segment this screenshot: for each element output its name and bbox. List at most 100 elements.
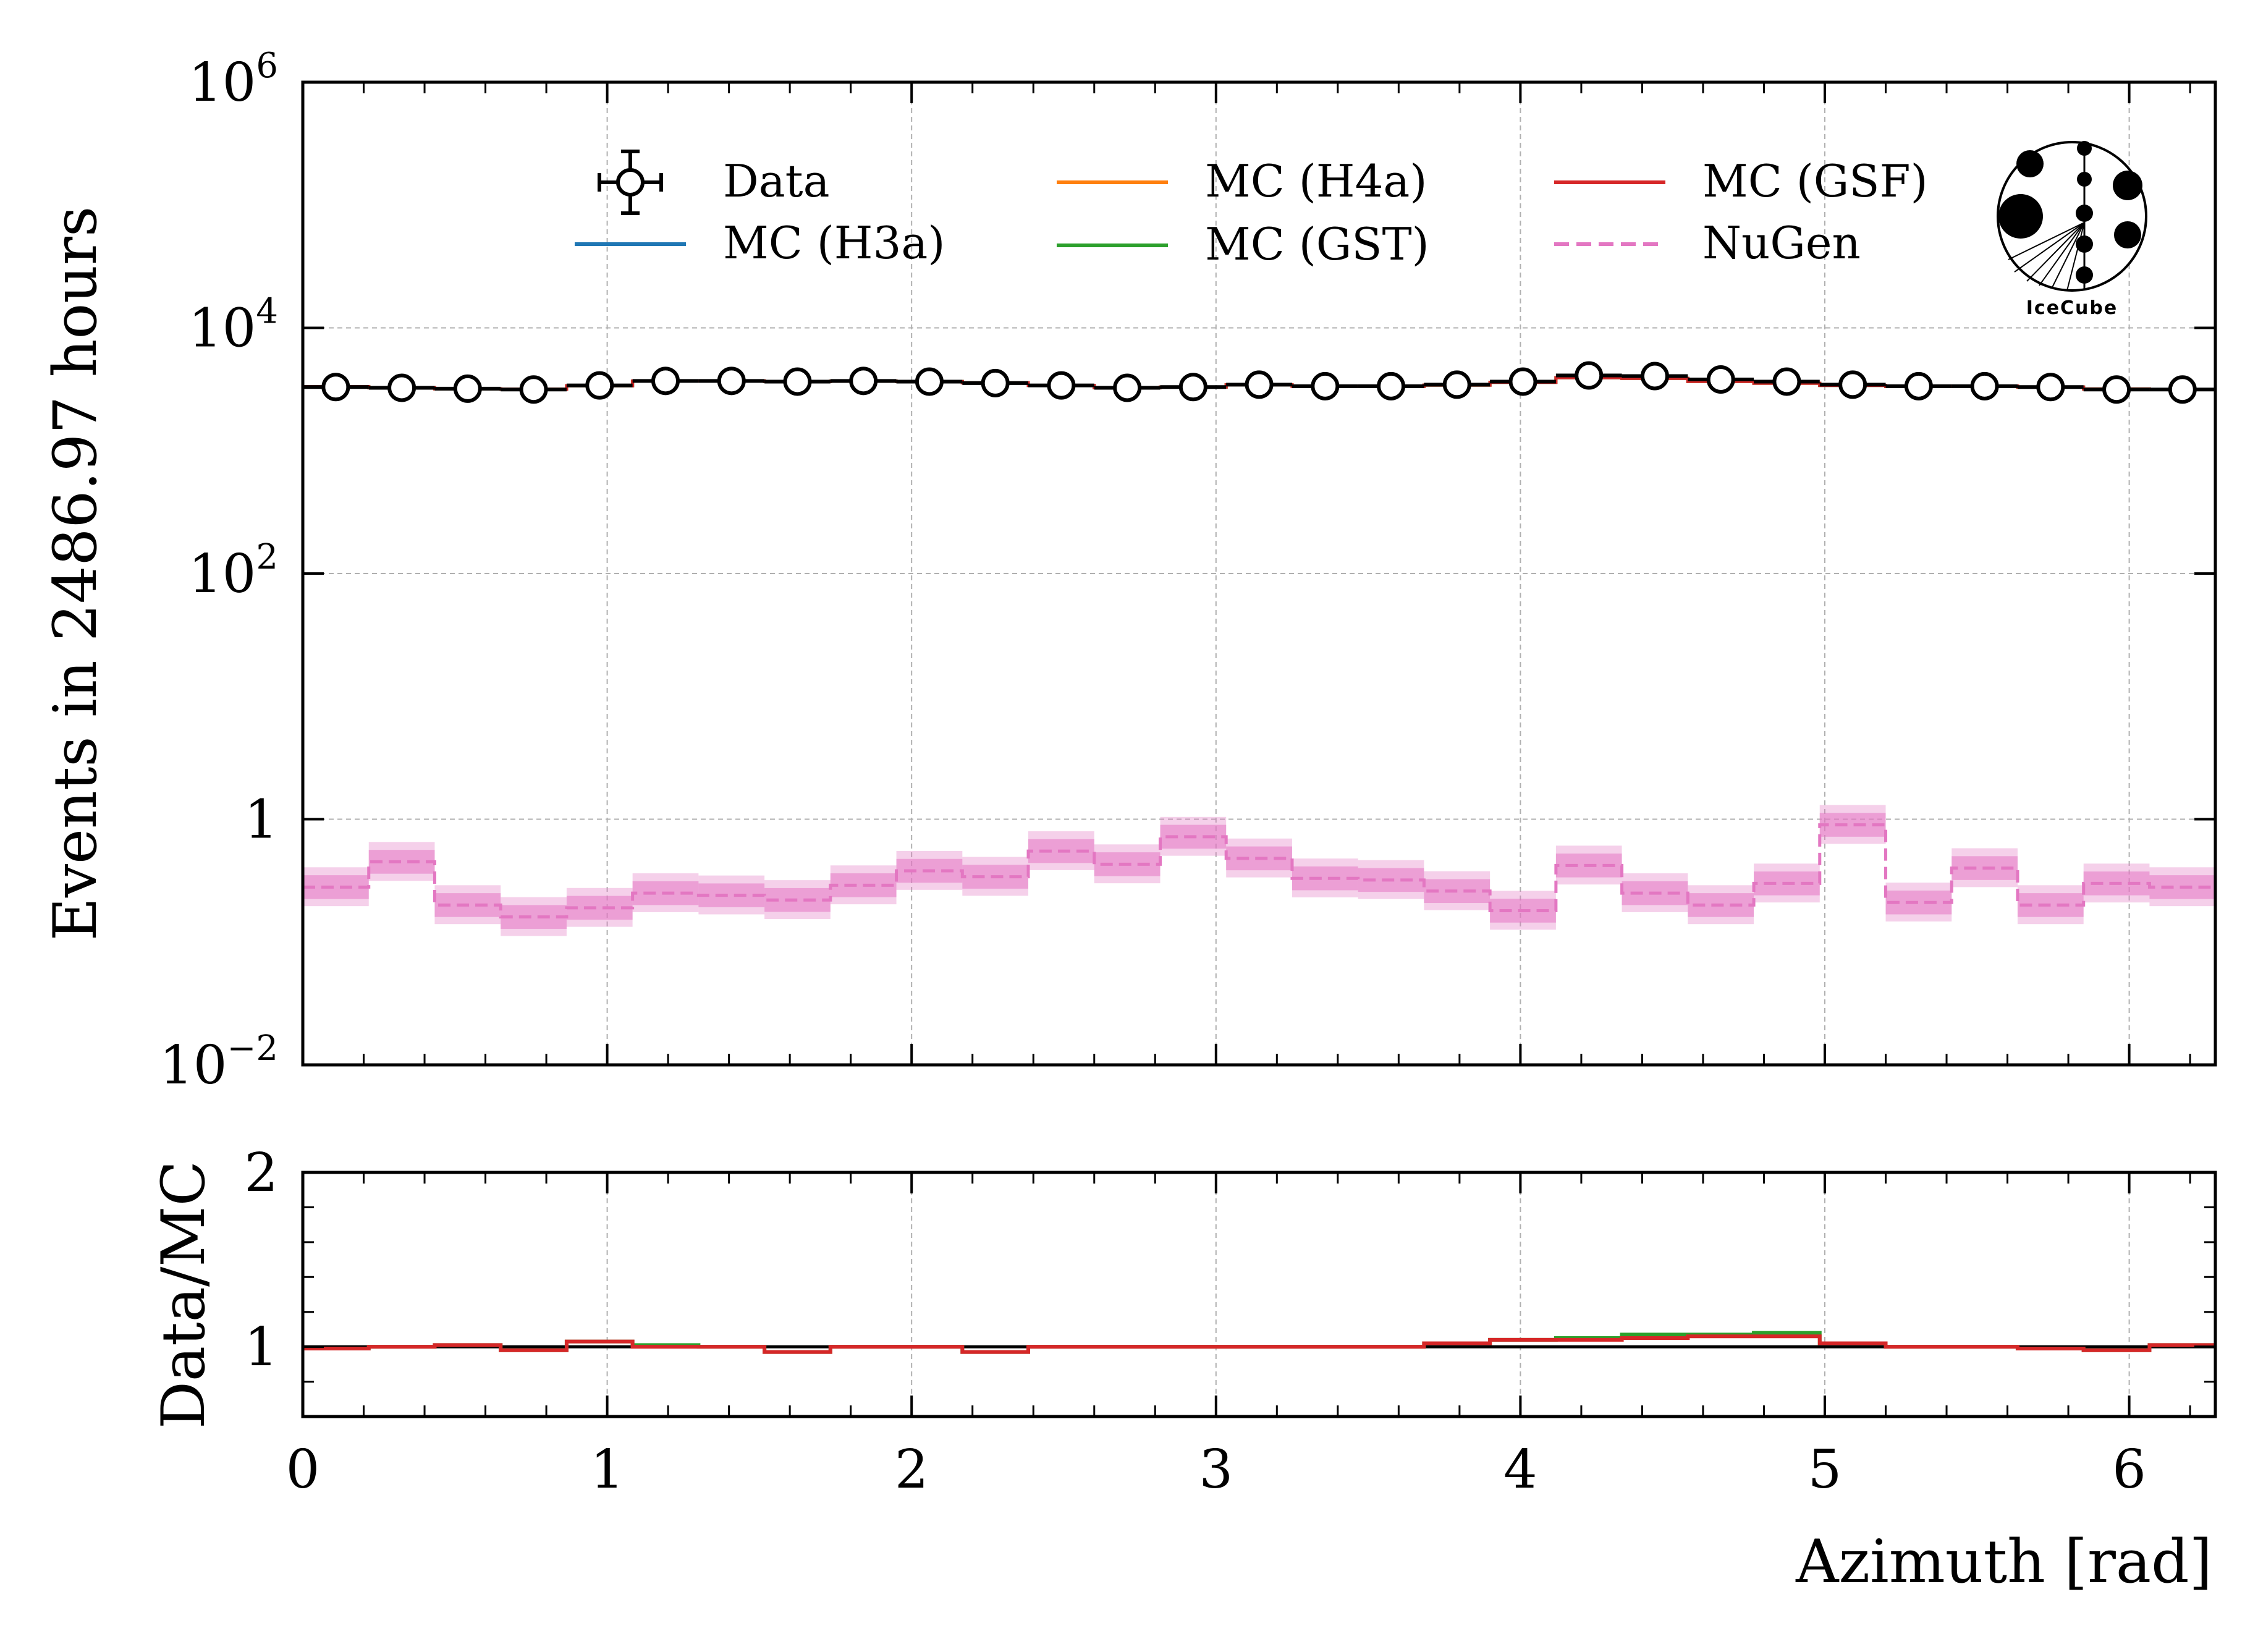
data-point — [1754, 367, 1820, 396]
data-point — [1358, 371, 1424, 400]
ratio-grid — [606, 1172, 2130, 1417]
main-ticks: 10−2 1 102 104 106 — [159, 46, 2215, 1096]
data-point — [1490, 367, 1556, 396]
data-point — [1424, 370, 1491, 399]
main-y-tick-label: 104 — [188, 292, 278, 360]
data-point — [1226, 370, 1292, 399]
main-frame — [301, 80, 2217, 1067]
data-point-marker — [1442, 370, 1471, 399]
data-point-marker — [585, 371, 614, 400]
data-point — [1292, 371, 1358, 400]
x-axis-label: Azimuth [rad] — [1795, 1527, 2212, 1596]
x-tick-label: 2 — [895, 1439, 929, 1501]
data-point-marker — [1311, 371, 1340, 400]
legend-label-nugen: NuGen — [1702, 217, 1861, 269]
data-point — [1160, 373, 1227, 402]
data-point-marker — [1706, 365, 1735, 394]
ratio-series-gsf — [303, 1334, 2216, 1354]
data-point-marker — [1113, 373, 1142, 402]
data-point — [2017, 373, 2084, 402]
legend-label-gsf: MC (GSF) — [1702, 155, 1928, 207]
data-point — [764, 367, 831, 396]
x-tick-label: 5 — [1808, 1439, 1842, 1501]
data-point — [1885, 371, 1952, 400]
data-point — [1555, 361, 1622, 390]
data-point — [2083, 375, 2150, 404]
data-point — [1951, 371, 2018, 400]
legend-entry-gsf: MC (GSF) — [1554, 155, 1928, 207]
data-point-marker — [1245, 370, 1274, 399]
data-point-marker — [1377, 371, 1406, 400]
data-point — [1622, 362, 1688, 391]
data-point-marker — [2168, 375, 2197, 404]
data-point-marker — [1508, 367, 1537, 396]
main-y-axis-label: Events in 2486.97 hours — [41, 206, 110, 941]
ratio-frame — [301, 1171, 2217, 1418]
legend-entry-gst: MC (GST) — [1057, 218, 1429, 270]
ratio-y-axis-label: Data/MC — [149, 1161, 218, 1429]
ratio-y-tick-label: 1 — [244, 1316, 278, 1378]
main-y-tick-label: 10−2 — [159, 1028, 278, 1096]
data-point — [698, 366, 765, 396]
data-point — [434, 374, 501, 403]
data-point-marker — [2102, 375, 2131, 404]
data-point-marker — [453, 374, 482, 403]
main-grid — [303, 82, 2215, 1065]
data-point-marker — [1772, 367, 1801, 396]
ratio-panel: 120 1 2 3 4 5 6 — [244, 1142, 2217, 1501]
data-point — [303, 373, 369, 402]
data-point-marker — [1640, 362, 1669, 391]
main-y-tick-label: 106 — [188, 46, 278, 114]
data-point-marker — [321, 373, 350, 402]
data-point-marker — [1178, 373, 1207, 402]
legend: Data MC (H3a) MC (H4a) MC (GST) MC (GSF)… — [575, 150, 1928, 270]
data-point — [632, 366, 699, 396]
data-point-marker — [849, 366, 878, 396]
ratio-y-tick-label: 2 — [244, 1142, 278, 1204]
data-point-marker — [1970, 371, 1999, 400]
data-point-marker — [1904, 371, 1933, 400]
main-y-tick-label: 102 — [188, 537, 278, 605]
x-tick-label: 1 — [590, 1439, 624, 1501]
data-point — [1094, 373, 1161, 402]
data-points — [303, 361, 2216, 404]
series-nugen — [303, 823, 2216, 919]
data-point-marker — [1047, 371, 1076, 400]
legend-data-marker — [616, 168, 645, 197]
main-panel: 10−2 1 102 104 106 — [159, 46, 2217, 1096]
legend-label-data: Data — [723, 155, 830, 207]
x-tick-label: 3 — [1199, 1439, 1233, 1501]
data-point-marker — [915, 367, 944, 396]
data-point — [962, 368, 1029, 397]
legend-entry-nugen: NuGen — [1554, 217, 1861, 269]
legend-entry-data: Data — [598, 150, 830, 215]
data-point-marker — [387, 373, 417, 402]
icecube-logo: IceCube — [1997, 141, 2147, 319]
logo-text: IceCube — [2026, 297, 2118, 319]
data-point-marker — [717, 366, 746, 396]
data-point — [1028, 371, 1094, 400]
main-y-tick-label: 1 — [244, 789, 278, 851]
legend-label-h3a: MC (H3a) — [723, 217, 945, 269]
data-point-marker — [1838, 370, 1867, 399]
data-point-marker — [651, 366, 680, 396]
data-point-marker — [2036, 373, 2065, 402]
legend-label-h4a: MC (H4a) — [1205, 155, 1427, 207]
data-point-marker — [519, 375, 548, 404]
data-point-marker — [783, 367, 812, 396]
x-tick-label: 0 — [286, 1439, 320, 1501]
data-point — [830, 366, 897, 396]
legend-entry-h3a: MC (H3a) — [575, 217, 945, 269]
ratio-series — [303, 1331, 2216, 1354]
data-point — [2149, 375, 2216, 404]
legend-label-gst: MC (GST) — [1205, 218, 1429, 270]
data-point — [896, 367, 963, 396]
x-tick-label: 4 — [1503, 1439, 1537, 1501]
x-tick-label: 6 — [2112, 1439, 2146, 1501]
data-point — [368, 373, 435, 402]
data-point — [501, 375, 567, 404]
data-point — [1688, 365, 1754, 394]
data-point — [1819, 370, 1886, 399]
